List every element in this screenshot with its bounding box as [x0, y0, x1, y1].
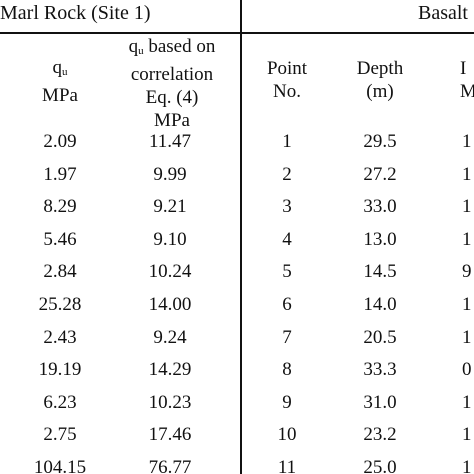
cell-qu-corr: 9.21: [153, 196, 187, 217]
cell-partial: 1: [462, 457, 472, 474]
cell-qu: 2.09: [43, 131, 77, 152]
cell-qu-corr: 9.99: [153, 164, 187, 185]
cell-point: 2: [282, 164, 292, 185]
col-header-partial: I M: [460, 57, 474, 103]
cell-partial: 1: [462, 424, 472, 445]
cell-depth: 33.3: [363, 359, 397, 380]
cell-depth: 33.0: [363, 196, 397, 217]
cell-partial: 1: [462, 294, 472, 315]
cell-qu-corr: 10.24: [148, 261, 192, 282]
point-line1: Point: [266, 58, 308, 79]
cell-point: 9: [282, 392, 292, 413]
cell-depth: 27.2: [363, 164, 397, 185]
cell-qu-corr: 14.00: [148, 294, 192, 315]
depth-line2: (m): [366, 81, 394, 102]
cell-qu-corr: 76.77: [148, 457, 192, 474]
cell-partial: 1: [462, 327, 472, 348]
cell-point: 10: [277, 424, 297, 445]
cell-qu: 25.28: [38, 294, 82, 315]
cell-point: 5: [282, 261, 292, 282]
cell-point: 8: [282, 359, 292, 380]
header-rule: [0, 32, 474, 34]
qu-symbol: q: [52, 57, 63, 78]
cell-depth: 25.0: [363, 457, 397, 474]
cell-qu: 6.23: [43, 392, 77, 413]
cell-point: 6: [282, 294, 292, 315]
qu-corr-line3: Eq. (4): [145, 87, 199, 108]
cell-point: 7: [282, 327, 292, 348]
group-header-basalt: Basalt: [418, 2, 468, 24]
cell-depth: 14.0: [363, 294, 397, 315]
qu-corr-symbol: q: [128, 36, 139, 57]
cell-partial: 1: [462, 392, 472, 413]
col-header-depth: Depth (m): [340, 57, 420, 103]
cell-partial: 1: [462, 131, 472, 152]
col-header-qu-correlation: qu based on correlation Eq. (4) MPa: [110, 35, 234, 132]
cell-qu-corr: 17.46: [148, 424, 192, 445]
qu-unit: MPa: [42, 85, 78, 106]
partial-line2: M: [460, 81, 474, 102]
cell-qu-corr: 9.10: [153, 229, 187, 250]
qu-corr-line2: correlation: [130, 64, 214, 85]
point-line2: No.: [273, 81, 301, 102]
cell-depth: 29.5: [363, 131, 397, 152]
cell-partial: 1: [462, 196, 472, 217]
group-header-marl-rock: Marl Rock (Site 1): [0, 2, 151, 24]
cell-qu: 8.29: [43, 196, 77, 217]
partial-line1: I: [460, 58, 467, 79]
cell-depth: 20.5: [363, 327, 397, 348]
cell-partial: 1: [462, 229, 472, 250]
cell-point: 11: [277, 457, 297, 474]
cell-qu: 1.97: [43, 164, 77, 185]
cell-qu: 2.75: [43, 424, 77, 445]
cell-partial: 9: [462, 261, 472, 282]
cell-partial: 0: [462, 359, 472, 380]
cell-point: 3: [282, 196, 292, 217]
cell-qu-corr: 14.29: [148, 359, 192, 380]
cell-qu-corr: 10.23: [148, 392, 192, 413]
cell-qu-corr: 11.47: [148, 131, 192, 152]
cell-qu: 5.46: [43, 229, 77, 250]
cell-qu: 104.15: [33, 457, 87, 474]
cell-depth: 13.0: [363, 229, 397, 250]
cell-qu: 19.19: [38, 359, 82, 380]
qu-corr-subscript: u: [138, 45, 144, 57]
cell-qu: 2.43: [43, 327, 77, 348]
cell-partial: 1: [462, 164, 472, 185]
cell-depth: 14.5: [363, 261, 397, 282]
qu-corr-line4: MPa: [154, 110, 190, 131]
qu-subscript: u: [62, 66, 68, 78]
column-divider: [240, 0, 242, 474]
cell-depth: 31.0: [363, 392, 397, 413]
col-header-point: Point No.: [250, 57, 324, 103]
depth-line1: Depth: [356, 58, 404, 79]
cell-point: 1: [282, 131, 292, 152]
cell-point: 4: [282, 229, 292, 250]
cell-qu: 2.84: [43, 261, 77, 282]
cell-qu-corr: 9.24: [153, 327, 187, 348]
cell-depth: 23.2: [363, 424, 397, 445]
col-header-qu: qu MPa: [20, 56, 100, 107]
qu-corr-line1: based on: [143, 36, 216, 57]
